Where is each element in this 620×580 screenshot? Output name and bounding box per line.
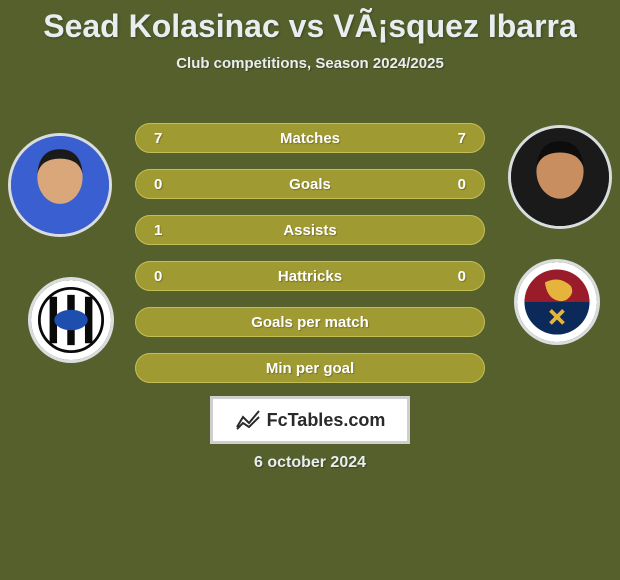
club-left-icon xyxy=(31,280,111,360)
stat-label: Min per goal xyxy=(174,360,446,377)
stat-label: Goals per match xyxy=(174,314,446,331)
stat-row-min-per-goal: Min per goal xyxy=(135,353,485,383)
player-left-icon xyxy=(11,136,109,234)
page-title: Sead Kolasinac vs VÃ¡squez Ibarra xyxy=(0,0,620,45)
stats-container: 7 Matches 7 0 Goals 0 1 Assists 0 Hattri… xyxy=(135,123,485,399)
club-right-crest xyxy=(514,259,600,345)
player-right-avatar xyxy=(508,125,612,229)
stat-left-value: 7 xyxy=(154,130,174,147)
stat-label: Hattricks xyxy=(174,268,446,285)
chart-icon xyxy=(235,409,261,431)
stat-label: Assists xyxy=(174,222,446,239)
player-left-avatar xyxy=(8,133,112,237)
stat-left-value: 0 xyxy=(154,176,174,193)
source-badge-text: FcTables.com xyxy=(267,410,386,431)
stat-row-goals: 0 Goals 0 xyxy=(135,169,485,199)
comparison-card: Sead Kolasinac vs VÃ¡squez Ibarra Club c… xyxy=(0,0,620,580)
stat-right-value: 0 xyxy=(446,176,466,193)
player-right-icon xyxy=(511,128,609,226)
stat-left-value: 1 xyxy=(154,222,174,239)
stat-label: Goals xyxy=(174,176,446,193)
stat-row-hattricks: 0 Hattricks 0 xyxy=(135,261,485,291)
subtitle: Club competitions, Season 2024/2025 xyxy=(0,55,620,72)
stat-row-assists: 1 Assists xyxy=(135,215,485,245)
club-left-crest xyxy=(28,277,114,363)
stat-left-value: 0 xyxy=(154,268,174,285)
source-badge: FcTables.com xyxy=(210,396,410,444)
stat-row-matches: 7 Matches 7 xyxy=(135,123,485,153)
club-right-icon xyxy=(517,262,597,342)
stat-right-value: 7 xyxy=(446,130,466,147)
footer-date: 6 october 2024 xyxy=(0,454,620,472)
stat-row-goals-per-match: Goals per match xyxy=(135,307,485,337)
stat-label: Matches xyxy=(174,130,446,147)
stat-right-value: 0 xyxy=(446,268,466,285)
